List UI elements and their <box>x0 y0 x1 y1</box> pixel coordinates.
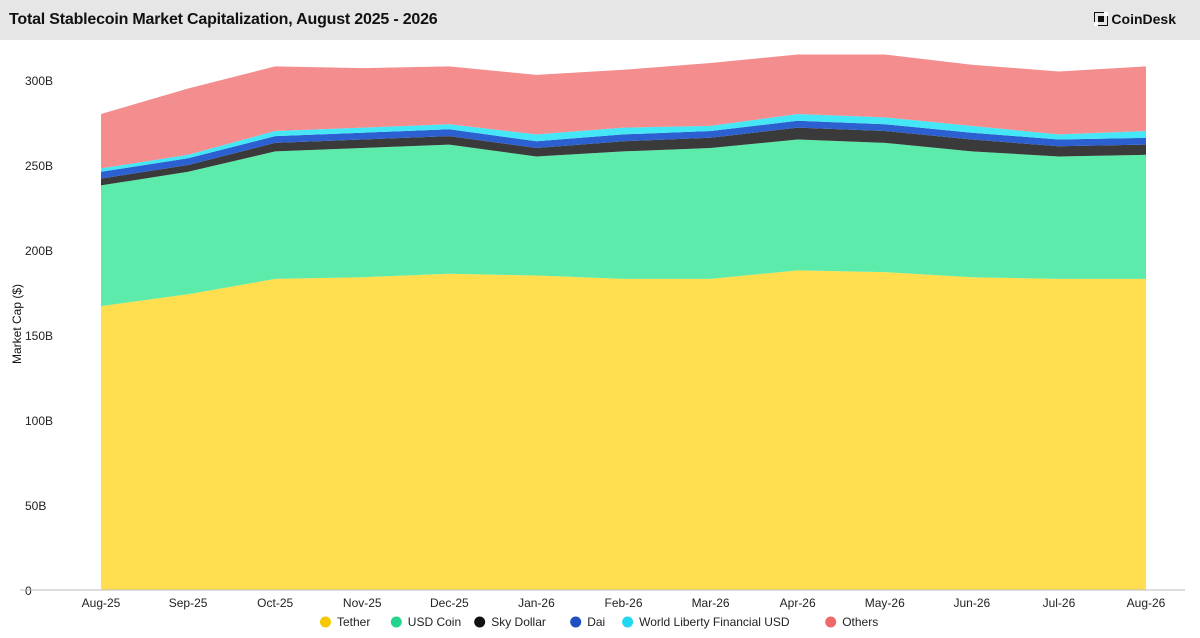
x-tick-label: Jul-26 <box>1043 596 1076 610</box>
legend-swatch <box>622 616 634 628</box>
area-others <box>101 54 1146 169</box>
x-tick-label: Aug-25 <box>82 596 121 610</box>
logo-text: CoinDesk <box>1111 11 1176 27</box>
x-tick-label: Sep-25 <box>169 596 208 610</box>
x-tick-label: Oct-25 <box>257 596 293 610</box>
coindesk-logo: CoinDesk <box>1094 11 1176 27</box>
legend-swatch <box>825 616 837 628</box>
x-tick-label: Feb-26 <box>604 596 642 610</box>
legend-label: World Liberty Financial USD <box>639 615 790 629</box>
area-layers <box>101 54 1146 590</box>
x-tick-label: May-26 <box>865 596 905 610</box>
y-tick-label: 200B <box>25 244 53 258</box>
legend-item: Others <box>825 615 878 629</box>
y-axis-title: Market Cap ($) <box>10 284 24 364</box>
y-tick-label: 0 <box>25 584 32 598</box>
x-tick-label: Aug-26 <box>1127 596 1166 610</box>
legend-item: USD Coin <box>390 615 461 629</box>
x-tick-label: Jan-26 <box>518 596 555 610</box>
area-usd-coin <box>101 139 1146 307</box>
legend-swatch <box>570 616 582 628</box>
area-world-liberty-financial-usd <box>101 114 1146 172</box>
y-tick-label: 150B <box>25 329 53 343</box>
y-tick-label: 250B <box>25 159 53 173</box>
legend-item: Sky Dollar <box>474 615 546 629</box>
legend: Tether USD Coin Sky Dollar Dai World Liberty… <box>320 615 878 629</box>
legend-swatch <box>474 616 486 628</box>
stacked-area-chart: 0 50B 100B 150B 200B 250B 300B Aug-25 Sep-25 Oct… <box>10 54 1185 629</box>
x-tick-label: Mar-26 <box>692 596 730 610</box>
chart-header: Total Stablecoin Market Capitalization, … <box>0 0 1200 40</box>
x-tick-label: Dec-25 <box>430 596 469 610</box>
legend-label: Tether <box>337 615 370 629</box>
legend-swatch <box>390 616 402 628</box>
area-tether <box>101 270 1146 590</box>
y-tick-label: 100B <box>25 414 53 428</box>
legend-label: Others <box>842 615 878 629</box>
legend-label: USD Coin <box>408 615 461 629</box>
y-axis-ticks: 0 50B 100B 150B 200B 250B 300B <box>25 74 53 598</box>
legend-label: Sky Dollar <box>491 615 546 629</box>
legend-item: World Liberty Financial USD <box>622 615 790 629</box>
legend-item: Dai <box>570 615 605 629</box>
legend-swatch <box>320 616 331 628</box>
legend-item: Tether <box>320 615 370 629</box>
x-tick-label: Nov-25 <box>343 596 382 610</box>
y-tick-label: 50B <box>25 499 46 513</box>
y-tick-label: 300B <box>25 74 53 88</box>
coindesk-logo-icon <box>1094 12 1109 26</box>
legend-label: Dai <box>587 615 605 629</box>
x-tick-label: Apr-26 <box>780 596 816 610</box>
x-tick-label: Jun-26 <box>953 596 990 610</box>
area-dai <box>101 120 1146 179</box>
chart-title: Total Stablecoin Market Capitalization, … <box>9 11 438 28</box>
area-sky-dollar <box>101 127 1146 186</box>
x-axis-ticks: Aug-25 Sep-25 Oct-25 Nov-25 Dec-25 Jan-26 Feb-… <box>82 596 1166 610</box>
